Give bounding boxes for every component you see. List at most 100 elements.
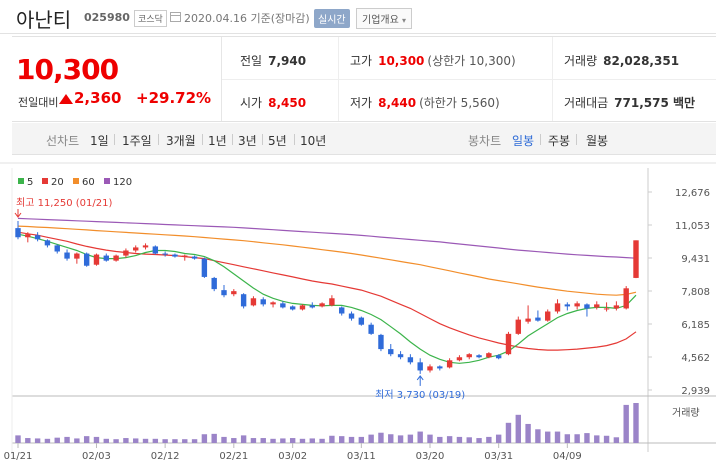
legend-label: 20 — [51, 177, 64, 188]
high-price: 고가 10,300 (상한가 10,300) — [350, 54, 516, 68]
volume-bar — [623, 404, 629, 443]
volume-bar — [603, 435, 610, 443]
y-tick-label: 11,053 — [675, 221, 710, 232]
candle-body — [123, 250, 129, 256]
candle-body — [525, 318, 531, 322]
tab-5y[interactable]: 5년 — [268, 134, 287, 148]
legend-label: 120 — [113, 177, 132, 188]
ma-line-20 — [17, 231, 637, 351]
high-annotation: 최고 11,250 (01/21) — [16, 197, 112, 209]
volume-bar — [221, 436, 227, 443]
tab-3m[interactable]: 3개월 — [166, 134, 196, 148]
tab-monthly[interactable]: 월봉 — [586, 134, 609, 148]
candle-body — [25, 234, 31, 238]
company-info-label: 기업개요 — [362, 15, 399, 26]
volume-bar — [535, 429, 541, 443]
candle-body — [93, 254, 100, 265]
volume-bar — [142, 438, 149, 443]
realtime-button[interactable]: 실시간 — [314, 9, 350, 28]
candle-body — [495, 355, 502, 359]
candle-body — [299, 305, 306, 310]
y-tick-label: 7,808 — [681, 287, 710, 298]
tab-3y[interactable]: 3년 — [238, 134, 257, 148]
candle-body — [378, 334, 384, 350]
candle-body — [83, 253, 90, 266]
volume-bar — [103, 438, 109, 443]
candle-body — [54, 245, 60, 252]
trade-amount: 거래대금 771,575 백만 — [564, 96, 696, 110]
y-tick-label: 9,431 — [681, 254, 710, 265]
candle-body — [289, 306, 296, 310]
stock-chart[interactable]: 5 20 60 120 거래량 12,676 11,053 9,431 7,808 6,185… — [0, 160, 716, 467]
volume-bar — [44, 438, 51, 443]
volume-bar — [270, 438, 276, 443]
tab-1w[interactable]: 1주일 — [122, 134, 152, 148]
candle-body — [456, 357, 463, 361]
candle-body — [309, 305, 315, 308]
candle-body — [103, 255, 109, 261]
volume-bar — [486, 436, 492, 443]
candle-body — [623, 288, 629, 309]
volume-bar — [456, 436, 463, 443]
change-value: 2,360 — [74, 89, 122, 107]
tab-weekly[interactable]: 주봉 — [548, 134, 571, 148]
volume-bar — [309, 438, 315, 443]
candle-body — [162, 253, 168, 255]
candle-body — [34, 235, 41, 240]
date-text: 2020.04.16 기준(장마감) — [184, 12, 310, 25]
x-tick-label: 03/11 — [347, 451, 376, 462]
volume-bar — [613, 437, 620, 443]
candle-body — [613, 305, 620, 309]
tab-daily[interactable]: 일봉 — [512, 134, 535, 148]
volume-bar — [113, 439, 119, 443]
legend-label: 5 — [27, 177, 33, 188]
candle-body — [201, 258, 208, 277]
volume-label: 거래량 — [672, 407, 700, 419]
candle-body — [417, 362, 423, 371]
volume-bar — [299, 438, 306, 443]
volume-bar — [15, 435, 21, 443]
price-summary: 10,300 전일대비 2,360 +29.72% 전일 7,940 고가 10,3… — [12, 36, 716, 122]
volume-bar — [407, 434, 414, 443]
candle-body — [348, 313, 355, 319]
stock-header: 아난티 025980 코스닥 2020.04.16 기준(장마감) 실시간 기업… — [0, 0, 716, 34]
tab-10y[interactable]: 10년 — [300, 134, 327, 148]
candle-body — [250, 298, 257, 306]
volume-bar — [133, 438, 139, 443]
volume-bar — [378, 432, 384, 443]
tab-1d[interactable]: 1일 — [90, 134, 109, 148]
candle-body — [221, 290, 227, 296]
candle-body — [594, 304, 600, 308]
volume-bar — [54, 437, 60, 443]
candle-body — [133, 247, 139, 251]
candle-body — [486, 353, 492, 358]
volume-bar — [515, 414, 521, 443]
volume: 거래량 82,028,351 — [564, 54, 680, 68]
moving-averages — [17, 217, 637, 364]
candle-body — [319, 303, 325, 307]
high-arrowhead — [14, 212, 22, 218]
volume-bar — [545, 431, 551, 443]
volume-bar — [427, 434, 433, 443]
volume-bar — [466, 437, 472, 443]
chevron-down-icon: ▾ — [402, 16, 407, 25]
volume-bar — [564, 434, 571, 443]
tab-1y[interactable]: 1년 — [208, 134, 227, 148]
up-arrow-icon — [59, 94, 73, 104]
volume-bar — [211, 433, 217, 443]
x-tick-label: 02/03 — [82, 451, 111, 462]
change-percent: +29.72% — [136, 89, 212, 107]
candle-body — [388, 349, 394, 355]
candle-body — [280, 303, 286, 308]
volume-bar — [93, 436, 100, 443]
change-label: 전일대비 — [18, 96, 59, 109]
candle-body — [142, 245, 149, 248]
candle-body — [515, 319, 521, 334]
y-tick-label: 12,676 — [675, 188, 710, 199]
candle-body — [240, 294, 247, 307]
volume-bar — [231, 438, 237, 443]
market-badge: 코스닥 — [134, 10, 167, 27]
volume-bar — [574, 434, 580, 443]
company-info-dropdown[interactable]: 기업개요 ▾ — [356, 8, 413, 29]
volume-bar — [368, 434, 374, 443]
